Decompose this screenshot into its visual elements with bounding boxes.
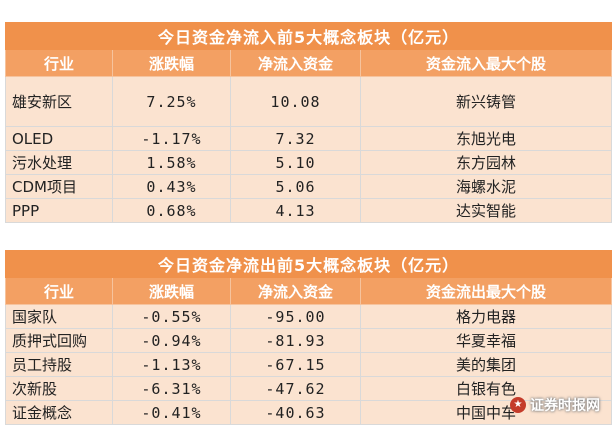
header-change: 涨跌幅 [112,49,231,77]
logo-icon: ★ [510,397,526,413]
change-cell: 1.58% [112,150,231,175]
inflow-table: 今日资金净流入前5大概念板块（亿元） 行业 涨跌幅 净流入资金 资金流入最大个股… [4,22,613,223]
net-cell: -81.93 [230,328,361,353]
net-cell: 7.32 [230,126,361,151]
net-cell: 10.08 [230,76,361,127]
stock-cell: 达实智能 [359,198,613,223]
net-cell: -67.15 [230,352,361,377]
change-cell: -6.31% [112,376,231,401]
stock-cell: 中国中车 [359,400,613,425]
header-net: 净流入资金 [230,49,361,77]
stock-cell: 东方园林 [359,150,613,175]
sector-cell: 国家队 [5,304,113,329]
table-row: PPP 0.68% 4.13 达实智能 [5,198,613,223]
inflow-title: 今日资金净流入前5大概念板块（亿元） [4,22,613,50]
watermark: ★ 证券时报网 [510,395,600,415]
table-row: 员工持股 -1.13% -67.15 美的集团 [5,352,613,377]
net-cell: -95.00 [230,304,361,329]
net-cell: -47.62 [230,376,361,401]
stock-cell: 美的集团 [359,352,613,377]
change-cell: -1.13% [112,352,231,377]
header-change: 涨跌幅 [112,277,231,305]
net-cell: 4.13 [230,198,361,223]
change-cell: 0.68% [112,198,231,223]
net-cell: 5.10 [230,150,361,175]
change-cell: 7.25% [112,76,231,127]
watermark-text: 证券时报网 [530,398,600,414]
stock-cell: 格力电器 [359,304,613,329]
sector-cell: 员工持股 [5,352,113,377]
outflow-table: 今日资金净流出前5大概念板块（亿元） 行业 涨跌幅 净流入资金 资金流出最大个股… [4,250,613,425]
change-cell: -0.55% [112,304,231,329]
sector-cell: PPP [5,198,113,223]
sector-cell: 污水处理 [5,150,113,175]
net-cell: -40.63 [230,400,361,425]
sector-cell: CDM项目 [5,174,113,199]
header-net: 净流入资金 [230,277,361,305]
outflow-title: 今日资金净流出前5大概念板块（亿元） [4,250,613,278]
stock-cell: 海螺水泥 [359,174,613,199]
change-cell: -0.94% [112,328,231,353]
table-row: 证金概念 -0.41% -40.63 中国中车 [5,400,613,425]
header-stock: 资金流入最大个股 [359,49,613,77]
net-cell: 5.06 [230,174,361,199]
table-row: 污水处理 1.58% 5.10 东方园林 [5,150,613,175]
stock-cell: 东旭光电 [359,126,613,151]
table-row: 质押式回购 -0.94% -81.93 华夏幸福 [5,328,613,353]
change-cell: 0.43% [112,174,231,199]
header-sector: 行业 [5,277,113,305]
table-row: 国家队 -0.55% -95.00 格力电器 [5,304,613,329]
sector-cell: 证金概念 [5,400,113,425]
sector-cell: 质押式回购 [5,328,113,353]
sector-cell: OLED [5,126,113,151]
table-row: 次新股 -6.31% -47.62 白银有色 [5,376,613,401]
stock-cell: 新兴铸管 [359,76,613,127]
sector-cell: 雄安新区 [5,76,113,127]
change-cell: -1.17% [112,126,231,151]
header-stock: 资金流出最大个股 [359,277,613,305]
header-sector: 行业 [5,49,113,77]
table-row: OLED -1.17% 7.32 东旭光电 [5,126,613,151]
sector-cell: 次新股 [5,376,113,401]
table-row: 雄安新区 7.25% 10.08 新兴铸管 [5,76,613,127]
stock-cell: 华夏幸福 [359,328,613,353]
stock-cell: 白银有色 [359,376,613,401]
table-row: CDM项目 0.43% 5.06 海螺水泥 [5,174,613,199]
change-cell: -0.41% [112,400,231,425]
